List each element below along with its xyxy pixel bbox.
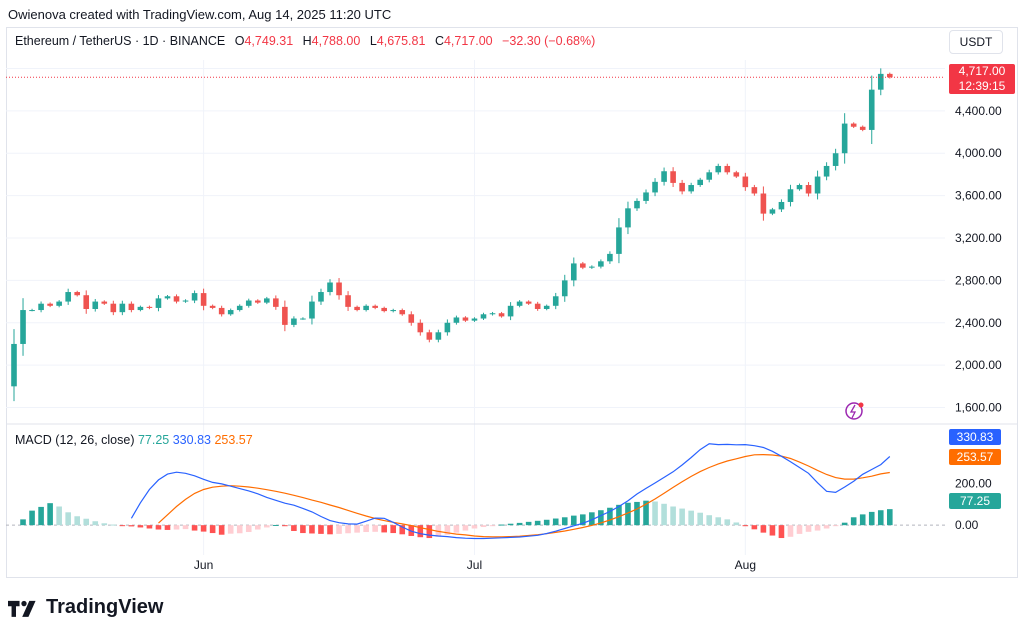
- open-value: 4,749.31: [244, 34, 294, 48]
- close-label: C: [434, 34, 444, 48]
- macd-hist-tag: 77.25: [949, 493, 1001, 509]
- close-value: 4,717.00: [443, 34, 493, 48]
- chart-frame: [6, 27, 1018, 578]
- macd-hist-value: 77.25: [137, 433, 170, 447]
- low-value: 4,675.81: [376, 34, 426, 48]
- tradingview-logo: TradingView: [8, 596, 163, 619]
- high-value: 4,788.00: [311, 34, 361, 48]
- low-label: L: [369, 34, 377, 48]
- last-price-tag: 4,717.00 12:39:15: [949, 64, 1015, 94]
- created-caption: Owienova created with TradingView.com, A…: [8, 7, 392, 22]
- ohlc-legend: Ethereum / TetherUS · 1D · BINANCE O4,74…: [15, 34, 595, 48]
- open-label: O: [234, 34, 245, 48]
- macd-title[interactable]: MACD (12, 26, close): [15, 433, 135, 447]
- macd-line-value: 330.83: [172, 433, 211, 447]
- tradingview-logo-icon: [8, 600, 36, 617]
- currency-selector[interactable]: USDT: [949, 30, 1003, 54]
- logo-text: TradingView: [46, 596, 164, 618]
- macd-legend: MACD (12, 26, close) 77.25 330.83 253.57: [15, 433, 253, 447]
- last-price-value: 4,717.00: [958, 64, 1006, 78]
- symbol-title[interactable]: Ethereum / TetherUS · 1D · BINANCE: [15, 34, 226, 48]
- macd-signal-value: 253.57: [214, 433, 253, 447]
- high-label: H: [302, 34, 312, 48]
- macd-signal-tag: 253.57: [949, 449, 1001, 465]
- bar-countdown: 12:39:15: [958, 79, 1006, 93]
- change-value: −32.30 (−0.68%): [502, 34, 596, 48]
- macd-line-tag: 330.83: [949, 429, 1001, 445]
